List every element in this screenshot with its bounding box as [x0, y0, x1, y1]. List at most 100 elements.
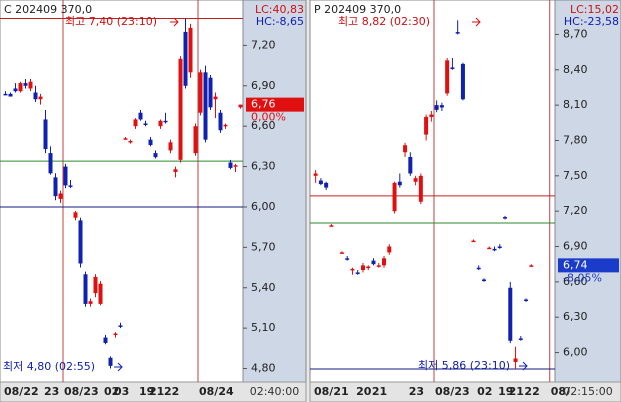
candle-body: [163, 120, 168, 123]
candle-body: [497, 246, 502, 249]
candle-body: [178, 58, 183, 160]
y-tick-label: 8,10: [563, 98, 588, 111]
header: P 202409 370,0: [314, 3, 401, 16]
candle-body: [128, 140, 133, 143]
candle-body: [403, 145, 408, 153]
low-annotation: 최저 5,86 (23:10): [418, 359, 510, 372]
candle-body: [63, 166, 68, 186]
candle-body: [233, 165, 238, 167]
candle-body: [193, 126, 198, 154]
y-tick-label: 8,40: [563, 63, 588, 76]
y-tick-label: 6,00: [251, 200, 276, 213]
x-tick-label: 19: [139, 385, 154, 398]
candle-body: [413, 178, 418, 182]
candle-body: [318, 180, 323, 185]
candle-body: [73, 212, 78, 218]
x-axis-strip: [0, 381, 307, 402]
candle-body: [13, 88, 18, 92]
candle-body: [392, 182, 397, 212]
candle-body: [524, 299, 529, 302]
y-tick-label: 6,60: [251, 119, 276, 132]
last-price-label: 6,76: [251, 98, 276, 111]
candle-body: [418, 175, 423, 202]
candle-body: [53, 177, 58, 197]
candle-body: [445, 60, 450, 94]
candle-body: [228, 162, 233, 168]
header: C 202409 370,0: [4, 3, 92, 16]
candle-body: [424, 116, 429, 135]
candle-body: [408, 156, 413, 174]
candle-body: [93, 276, 98, 294]
candle-body: [108, 357, 113, 366]
hc-label: HC:-8,65: [256, 15, 304, 28]
candle-body: [371, 260, 376, 265]
candle-body: [183, 31, 188, 86]
candle-body: [98, 283, 103, 304]
candle-body: [153, 153, 158, 158]
candle-body: [78, 220, 83, 264]
candle-body: [173, 169, 178, 172]
y-tick-label: 6,90: [563, 240, 588, 253]
candle-body: [350, 268, 355, 271]
x-tick-label: 21: [149, 385, 164, 398]
candle-body: [83, 274, 88, 304]
high-annotation: 최고 7,40 (23:10): [65, 15, 157, 28]
candle-body: [439, 105, 444, 108]
x-tick-label: 21: [372, 385, 387, 398]
candle-body: [345, 258, 350, 260]
last-price-box: [246, 97, 304, 112]
candle-body: [43, 119, 48, 150]
candle-body: [168, 142, 173, 151]
x-axis-strip: [309, 381, 621, 402]
x-tick-label: 21: [509, 385, 524, 398]
y-tick-label: 8,70: [563, 27, 588, 40]
x-tick-label: 08/22: [4, 385, 39, 398]
candle-body: [518, 338, 523, 340]
plot-area: [309, 0, 556, 383]
y-tick-label: 6,30: [251, 160, 276, 173]
candle-body: [113, 333, 118, 336]
y-tick-label: 7,80: [563, 133, 588, 146]
x-tick-label: 23: [409, 385, 424, 398]
candle-body: [513, 358, 518, 362]
axis-area: [242, 0, 307, 383]
candle-body: [158, 120, 163, 127]
candle-body: [188, 27, 193, 73]
y-tick-label: 7,50: [563, 169, 588, 182]
candle-body: [58, 193, 63, 199]
candle-body: [529, 265, 534, 267]
high-arrow: [170, 17, 179, 27]
candle-body: [471, 240, 476, 243]
candle-body: [397, 181, 402, 186]
x-tick-label: 22: [164, 385, 179, 398]
last-price-label: 6,74: [563, 258, 588, 271]
candle-body: [476, 267, 481, 270]
candle-body: [213, 96, 218, 100]
x-tick-label: 22: [524, 385, 539, 398]
last-change-label: -8,05%: [563, 271, 602, 284]
high-annotation: 최고 8,82 (02:30): [338, 15, 430, 28]
candle-body: [487, 247, 492, 250]
candle-body: [481, 279, 486, 282]
y-tick-label: 6,00: [563, 346, 588, 359]
y-tick-label: 6,90: [251, 79, 276, 92]
candle-body: [28, 81, 33, 89]
x-tick-label: 02: [477, 385, 492, 398]
candle-body: [23, 83, 28, 86]
low-arrow: [519, 361, 528, 371]
candle-body: [133, 119, 138, 127]
candle-body: [460, 63, 465, 100]
candle-body: [33, 92, 38, 100]
candle-body: [503, 217, 508, 219]
candle-body: [8, 93, 13, 97]
plot-area: [0, 0, 244, 383]
time-label: 02:40:00: [250, 385, 299, 398]
candle-body: [434, 105, 439, 110]
candle-body: [38, 96, 43, 100]
high-arrow: [472, 17, 481, 27]
candle-body: [68, 185, 73, 187]
x-tick-label: 08/23: [64, 385, 99, 398]
candle-body: [143, 123, 148, 125]
candle-body: [382, 258, 387, 266]
